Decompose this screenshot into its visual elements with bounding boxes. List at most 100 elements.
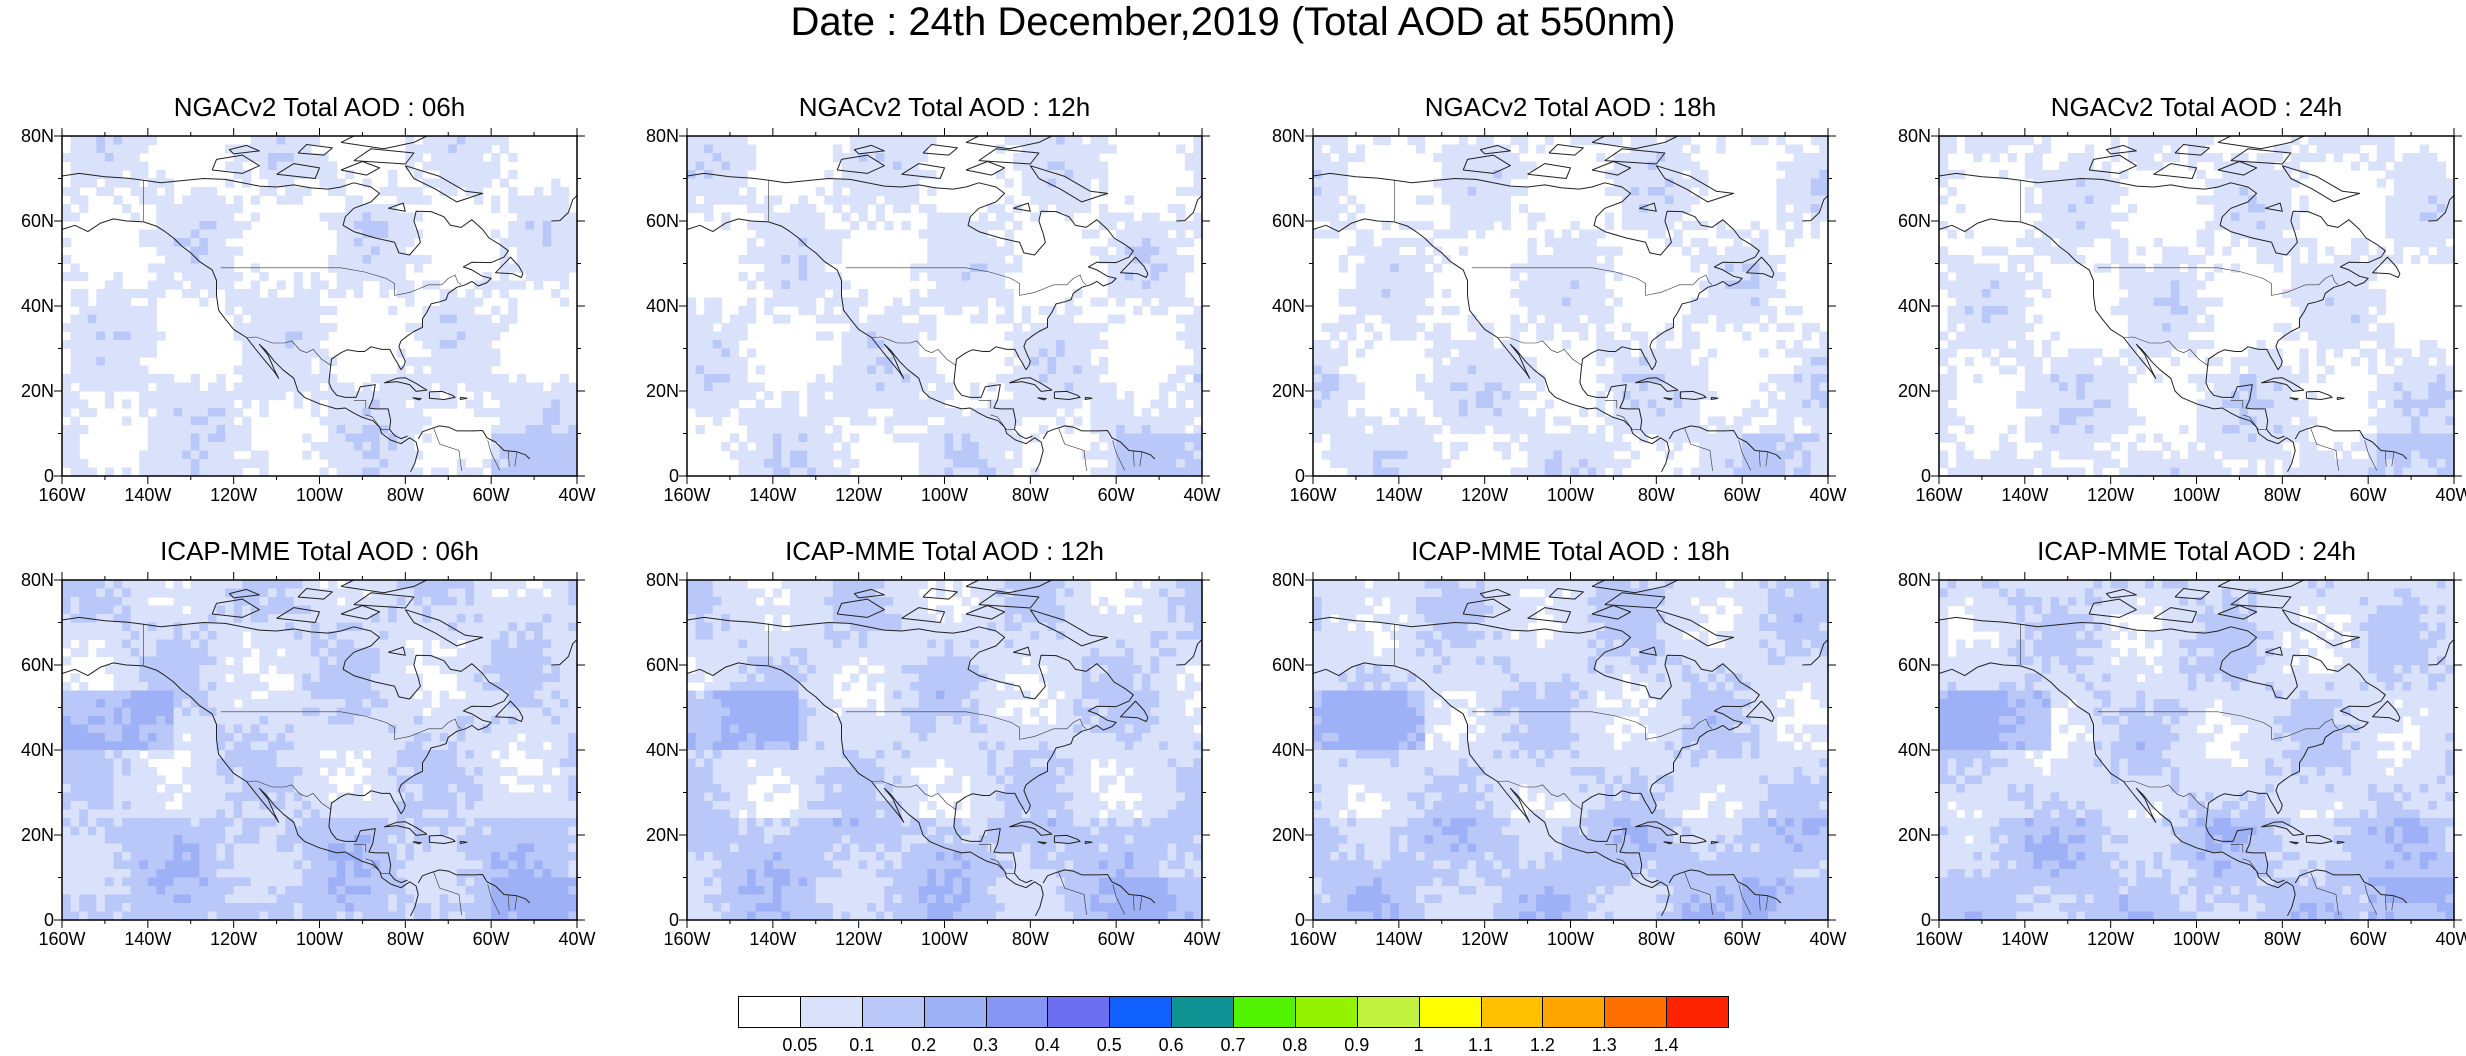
panel-title: NGACv2 Total AOD : 18h [1424, 92, 1717, 122]
lat-tick-label: 20N [1271, 825, 1305, 845]
lat-tick-label: 40N [1897, 296, 1931, 316]
lon-tick-label: 160W [663, 929, 711, 949]
aod-map [1305, 128, 1836, 484]
colorbar-label: 0.6 [1158, 1035, 1184, 1055]
aod-map [1931, 128, 2462, 484]
lat-tick-label: 60N [1897, 655, 1931, 675]
lon-tick-label: 100W [2172, 929, 2221, 949]
country-borders [1394, 180, 1769, 471]
lat-tick-label: 60N [1271, 655, 1305, 675]
lat-tick-label: 0 [1294, 910, 1305, 930]
colorbar-label: 0.5 [1096, 1035, 1122, 1055]
lat-tick-label: 80N [1897, 570, 1931, 590]
lon-tick-label: 120W [210, 485, 258, 505]
lat-tick-label: 80N [20, 126, 54, 146]
country-borders [768, 624, 1143, 915]
lon-tick-label: 100W [920, 929, 969, 949]
aod-map [1305, 572, 1836, 928]
panel-title: NGACv2 Total AOD : 06h [173, 92, 466, 122]
lon-tick-label: 40W [1183, 485, 1221, 505]
lat-tick-label: 60N [645, 655, 679, 675]
colorbar-swatch [1047, 996, 1111, 1028]
aod-field [1313, 580, 1829, 921]
lon-tick-label: 80W [386, 485, 424, 505]
lat-tick-label: 20N [645, 381, 679, 401]
coastlines [686, 579, 1203, 917]
colorbar-swatch [1604, 996, 1668, 1028]
coastlines [61, 579, 578, 917]
lat-tick-label: 60N [20, 211, 54, 231]
colorbar-swatch [1356, 996, 1420, 1028]
lon-tick-label: 60W [1723, 485, 1761, 505]
lon-tick-label: 140W [749, 485, 797, 505]
lat-tick-label: 40N [1897, 740, 1931, 760]
lon-tick-label: 100W [295, 485, 344, 505]
lon-tick-label: 40W [1183, 929, 1221, 949]
panel-title: NGACv2 Total AOD : 24h [2050, 92, 2343, 122]
lat-tick-label: 40N [645, 296, 679, 316]
lon-tick-label: 140W [749, 929, 797, 949]
aod-colorbar [738, 996, 1729, 1030]
lat-tick-label: 20N [645, 825, 679, 845]
map-panel: NGACv2 Total AOD : 18h 80N 60N 40N 20N 0 160W 1… [1272, 92, 1847, 505]
map-panel: ICAP-MME Total AOD : 06h 80N 60N 40N 20N 0 160… [21, 536, 596, 949]
lon-tick-label: 40W [558, 929, 596, 949]
colorbar-label: 0.3 [972, 1035, 999, 1055]
coastlines [1938, 579, 2455, 917]
lat-tick-label: 60N [1271, 211, 1305, 231]
lon-tick-label: 80W [1011, 929, 1049, 949]
lon-tick-label: 160W [663, 485, 711, 505]
colorbar-swatch [738, 996, 801, 1028]
lon-tick-label: 60W [2349, 929, 2387, 949]
colorbar-label: 0.1 [849, 1035, 875, 1055]
lon-tick-label: 160W [1915, 485, 1963, 505]
lat-tick-label: 80N [20, 570, 54, 590]
lat-tick-label: 0 [1294, 466, 1305, 486]
colorbar-swatch [861, 996, 925, 1028]
colorbar-label: 1.1 [1467, 1035, 1494, 1055]
lon-tick-label: 80W [1637, 485, 1675, 505]
lat-tick-label: 40N [645, 740, 679, 760]
lon-tick-label: 160W [1289, 929, 1337, 949]
lon-tick-label: 160W [38, 929, 86, 949]
lon-tick-label: 40W [2435, 929, 2466, 949]
colorbar-label: 0.4 [1034, 1035, 1060, 1055]
map-panel: ICAP-MME Total AOD : 24h 80N 60N 40N 20N 0 160… [1898, 536, 2466, 949]
colorbar-label: 1.3 [1591, 1035, 1617, 1055]
lon-tick-label: 140W [124, 929, 172, 949]
lat-tick-label: 40N [20, 296, 54, 316]
aod-field [62, 136, 578, 477]
aod-field [1313, 136, 1829, 477]
lon-tick-label: 80W [1011, 485, 1049, 505]
lon-tick-label: 100W [1546, 929, 1595, 949]
lat-tick-label: 80N [1271, 126, 1305, 146]
lon-tick-label: 40W [558, 485, 596, 505]
axis-ticks [54, 128, 585, 484]
panel-title: ICAP-MME Total AOD : 18h [1411, 536, 1730, 566]
country-borders [1394, 624, 1769, 915]
aod-field [1939, 580, 2455, 921]
lon-tick-label: 60W [2349, 485, 2387, 505]
colorbar-swatch [923, 996, 987, 1028]
lon-tick-label: 100W [1546, 485, 1595, 505]
lon-tick-label: 80W [2263, 485, 2301, 505]
aod-map [54, 572, 585, 928]
country-borders [2020, 624, 2395, 915]
aod-field [62, 580, 578, 921]
lon-tick-label: 40W [2435, 485, 2466, 505]
colorbar-swatch [1480, 996, 1544, 1028]
aod-map [679, 572, 1210, 928]
panel-title: ICAP-MME Total AOD : 12h [785, 536, 1104, 566]
lon-tick-label: 120W [1461, 929, 1509, 949]
colorbar-swatch [799, 996, 863, 1028]
lon-tick-label: 160W [1289, 485, 1337, 505]
lon-tick-label: 120W [835, 485, 883, 505]
lat-tick-label: 40N [1271, 296, 1305, 316]
lon-tick-label: 60W [472, 485, 510, 505]
aod-map [54, 128, 585, 484]
lon-tick-label: 40W [1809, 929, 1847, 949]
lon-tick-label: 140W [124, 485, 172, 505]
lon-tick-label: 60W [1097, 485, 1135, 505]
lat-tick-label: 0 [43, 466, 54, 486]
colorbar-label: 0.05 [782, 1035, 818, 1055]
